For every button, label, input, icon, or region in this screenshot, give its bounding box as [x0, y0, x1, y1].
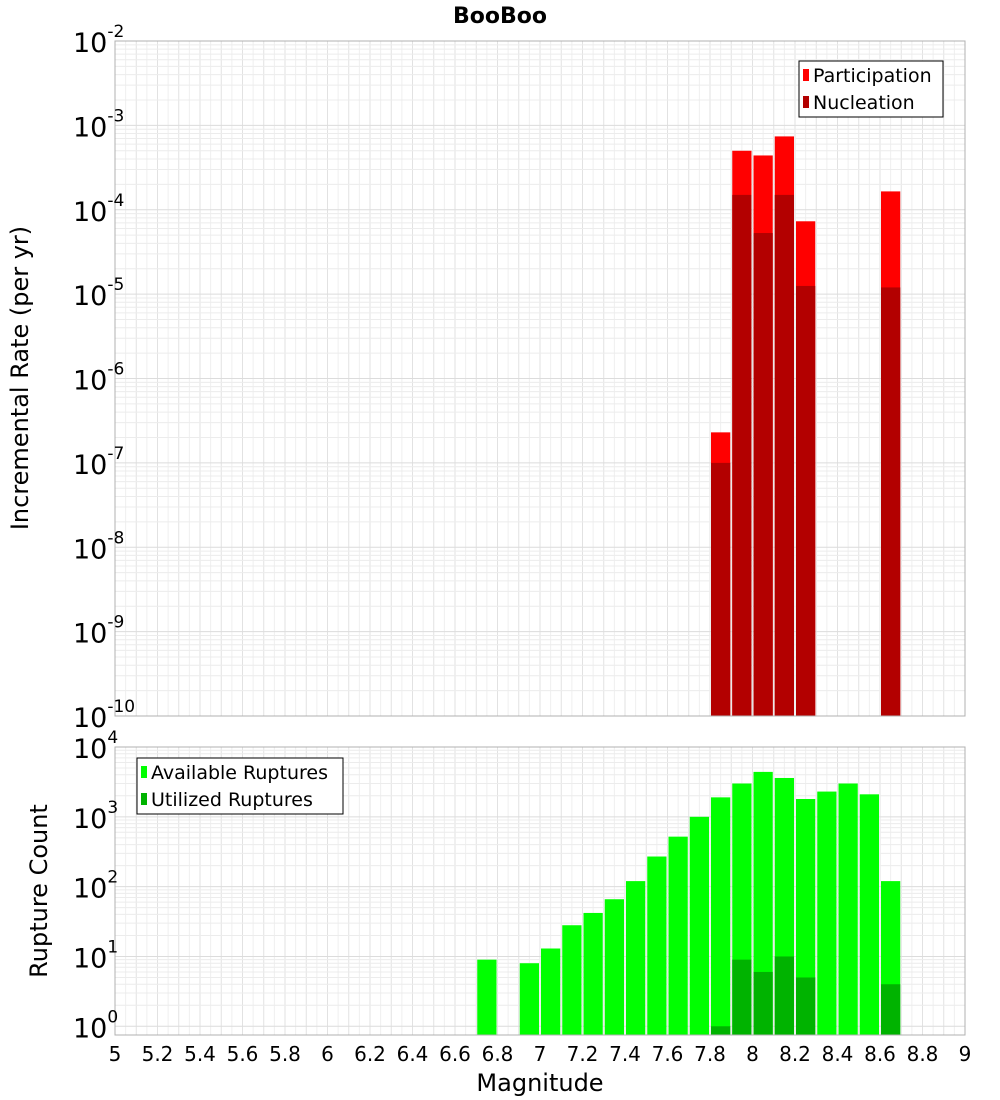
x-tick-label: 8.8 — [907, 1042, 939, 1066]
bar — [881, 287, 901, 716]
bar — [519, 963, 539, 1035]
y-tick-label: 100 — [73, 1007, 118, 1044]
bar — [881, 984, 901, 1035]
y-tick-label: 101 — [73, 937, 118, 974]
legend-box — [798, 60, 944, 118]
bar — [753, 971, 773, 1035]
y-tick-labels: 100 101 102 103 104 — [73, 728, 118, 1044]
series-utilized-ruptures — [711, 956, 901, 1035]
y-tick-label: 10-5 — [73, 275, 124, 312]
x-tick-label: 5.2 — [142, 1042, 174, 1066]
bar — [796, 977, 816, 1035]
bar — [583, 912, 603, 1035]
series-nucleation — [711, 194, 901, 716]
bar — [541, 948, 561, 1035]
y-gridlines — [115, 44, 965, 717]
x-axis-label: Magnitude — [476, 1069, 603, 1097]
x-tick-label: 8 — [746, 1042, 759, 1066]
x-tick-label: 7 — [534, 1042, 547, 1066]
legend-label: Participation — [813, 65, 932, 87]
legend-swatch — [141, 766, 147, 778]
legend-label: Available Ruptures — [151, 762, 328, 784]
bar — [647, 856, 667, 1035]
x-tick-label: 6.4 — [397, 1042, 429, 1066]
y-tick-label: 10-9 — [73, 613, 124, 650]
x-tick-label: 5.8 — [269, 1042, 301, 1066]
bar — [604, 899, 624, 1035]
y-tick-labels: 10-10 10-9 10-8 10-7 10-6 10-5 10-4 10-3 10-2 — [73, 22, 135, 734]
bar — [477, 959, 497, 1035]
y-tick-label: 103 — [73, 798, 118, 835]
x-tick-label: 7.6 — [652, 1042, 684, 1066]
bar — [796, 798, 816, 1035]
x-tick-label: 5.4 — [184, 1042, 216, 1066]
y-tick-label: 10-2 — [73, 22, 124, 59]
legend: Available Ruptures Utilized Ruptures — [136, 757, 344, 815]
x-tick-label: 7.8 — [694, 1042, 726, 1066]
legend: Participation Nucleation — [798, 60, 944, 118]
bar — [838, 783, 858, 1035]
x-tick-label: 7.2 — [567, 1042, 599, 1066]
y-axis-label: Rupture Count — [25, 804, 53, 978]
bar — [732, 194, 752, 716]
bar — [774, 194, 794, 716]
y-tick-label: 10-7 — [73, 444, 124, 481]
rate-chart-panel: 10-10 10-9 10-8 10-7 10-6 10-5 10-4 10-3 10-2 Inc… — [6, 22, 966, 734]
bar — [668, 836, 688, 1035]
rupture-count-chart-panel: 100 101 102 103 104 Rupture Count Available Ru… — [25, 728, 966, 1044]
legend-swatch — [803, 96, 809, 108]
bar — [626, 881, 646, 1035]
x-tick-labels: 5 5.2 5.4 5.6 5.8 6 6.2 6.4 6.6 6.8 7 7.2 7.4 7.6 7.8 8… — [109, 1042, 972, 1066]
bar — [711, 1026, 731, 1035]
bar — [689, 816, 709, 1035]
bar — [711, 797, 731, 1035]
y-tick-label: 10-10 — [73, 697, 135, 734]
x-tick-label: 8.2 — [779, 1042, 811, 1066]
bar — [859, 794, 879, 1035]
bar — [711, 462, 731, 716]
bar — [796, 285, 816, 716]
bar — [562, 925, 582, 1035]
legend-swatch — [141, 793, 147, 805]
x-tick-label: 6.6 — [439, 1042, 471, 1066]
legend-swatch — [803, 69, 809, 81]
x-tick-label: 9 — [959, 1042, 972, 1066]
y-axis-label: Incremental Rate (per yr) — [6, 226, 34, 530]
bar — [753, 771, 773, 1035]
legend-box — [136, 757, 344, 815]
x-tick-label: 6 — [321, 1042, 334, 1066]
y-tick-label: 10-8 — [73, 528, 124, 565]
x-tick-label: 5.6 — [227, 1042, 259, 1066]
bar — [817, 791, 837, 1035]
y-tick-label: 104 — [73, 728, 118, 765]
x-tick-label: 5 — [109, 1042, 122, 1066]
bar — [774, 956, 794, 1035]
y-tick-label: 10-3 — [73, 106, 124, 143]
y-tick-label: 102 — [73, 868, 118, 905]
plot-frame — [114, 746, 966, 1036]
x-tick-label: 8.6 — [864, 1042, 896, 1066]
chart-title: BooBoo — [453, 4, 547, 29]
plot-frame — [114, 40, 966, 717]
x-tick-label: 7.4 — [609, 1042, 641, 1066]
legend-label: Utilized Ruptures — [151, 789, 313, 811]
x-tick-label: 8.4 — [822, 1042, 854, 1066]
bar — [732, 959, 752, 1035]
y-tick-label: 10-4 — [73, 191, 124, 228]
x-tick-label: 6.8 — [482, 1042, 514, 1066]
legend-label: Nucleation — [813, 92, 915, 114]
bar — [753, 233, 773, 716]
y-tick-label: 10-6 — [73, 360, 124, 397]
x-tick-label: 6.2 — [354, 1042, 386, 1066]
